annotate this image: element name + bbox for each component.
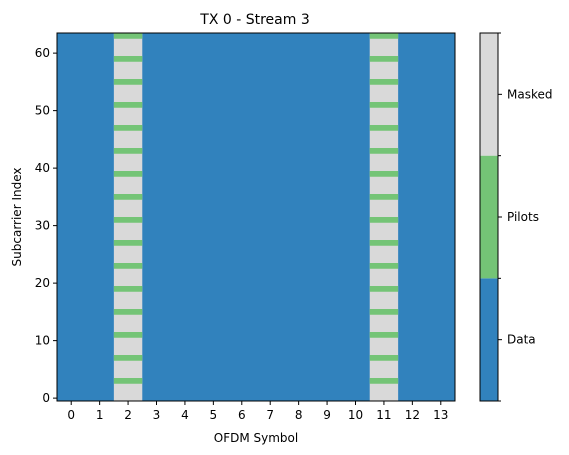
pilot-cell-11-31 bbox=[369, 217, 399, 223]
x-tick-label: 5 bbox=[210, 408, 218, 422]
x-tick-label: 2 bbox=[124, 408, 132, 422]
pilot-cell-2-39 bbox=[113, 171, 143, 177]
y-tick-label: 60 bbox=[35, 46, 50, 60]
pilot-cell-11-47 bbox=[369, 125, 399, 131]
pilot-cell-11-11 bbox=[369, 332, 399, 338]
y-tick-label: 30 bbox=[35, 219, 50, 233]
pilot-cell-11-35 bbox=[369, 194, 399, 200]
pilot-cell-2-31 bbox=[113, 217, 143, 223]
pilot-cell-11-39 bbox=[369, 171, 399, 177]
x-axis-label: OFDM Symbol bbox=[214, 431, 298, 445]
y-tick-label: 40 bbox=[35, 161, 50, 175]
y-tick-label: 50 bbox=[35, 104, 50, 118]
plot-frame bbox=[56, 32, 456, 402]
pilot-cell-2-23 bbox=[113, 263, 143, 269]
pilot-cell-2-55 bbox=[113, 79, 143, 85]
x-tick-label: 11 bbox=[376, 408, 391, 422]
x-tick-label: 7 bbox=[266, 408, 274, 422]
x-tick-label: 8 bbox=[295, 408, 303, 422]
x-tick-label: 1 bbox=[96, 408, 104, 422]
pilot-cell-2-7 bbox=[113, 355, 143, 361]
pilot-cell-2-51 bbox=[113, 102, 143, 108]
pilot-cell-11-3 bbox=[369, 378, 399, 384]
pilot-cell-2-11 bbox=[113, 332, 143, 338]
x-tick-label: 12 bbox=[405, 408, 420, 422]
pilot-cell-11-51 bbox=[369, 102, 399, 108]
x-tick-label: 9 bbox=[323, 408, 331, 422]
pilot-cell-11-19 bbox=[369, 286, 399, 292]
chart-title: TX 0 - Stream 3 bbox=[199, 12, 309, 28]
x-tick-label: 4 bbox=[181, 408, 189, 422]
colorbar-label: Pilots bbox=[507, 210, 539, 224]
pilot-cell-11-63 bbox=[369, 33, 399, 39]
pilot-cell-2-3 bbox=[113, 378, 143, 384]
colorbar-label: Data bbox=[507, 333, 536, 347]
pilot-cell-2-19 bbox=[113, 286, 143, 292]
x-tick-label: 0 bbox=[67, 408, 75, 422]
colorbar: Data Pilots Masked bbox=[479, 32, 552, 402]
pilot-cell-2-63 bbox=[113, 33, 143, 39]
y-axis: 0 10 20 30 40 50 60 bbox=[35, 46, 57, 405]
pilot-cell-11-43 bbox=[369, 148, 399, 154]
pilot-cell-11-15 bbox=[369, 309, 399, 315]
y-tick-label: 0 bbox=[42, 391, 50, 405]
y-tick-label: 20 bbox=[35, 276, 50, 290]
colorbar-segment-pilots bbox=[480, 155, 498, 279]
pilot-cell-11-27 bbox=[369, 240, 399, 246]
pilot-cell-11-23 bbox=[369, 263, 399, 269]
pilot-cell-11-7 bbox=[369, 355, 399, 361]
pilot-cell-2-15 bbox=[113, 309, 143, 315]
x-tick-label: 10 bbox=[348, 408, 363, 422]
colorbar-segment-masked bbox=[480, 33, 498, 156]
x-tick-label: 13 bbox=[433, 408, 448, 422]
y-tick-label: 10 bbox=[35, 334, 50, 348]
pilot-cell-2-43 bbox=[113, 148, 143, 154]
x-tick-label: 6 bbox=[238, 408, 246, 422]
pilot-cell-2-35 bbox=[113, 194, 143, 200]
colorbar-segment-data bbox=[480, 278, 498, 401]
y-axis-label: Subcarrier Index bbox=[10, 168, 24, 267]
heatmap-cells bbox=[57, 33, 455, 401]
colorbar-frame bbox=[479, 32, 499, 402]
pilot-cell-11-59 bbox=[369, 56, 399, 62]
pilot-cell-2-27 bbox=[113, 240, 143, 246]
x-axis: 0 1 2 3 4 5 6 7 8 9 10 11 12 13 bbox=[67, 401, 448, 422]
pilot-cell-2-47 bbox=[113, 125, 143, 131]
colorbar-label: Masked bbox=[507, 87, 552, 101]
x-tick-label: 3 bbox=[153, 408, 161, 422]
pilot-cell-2-59 bbox=[113, 56, 143, 62]
pilot-cell-11-55 bbox=[369, 79, 399, 85]
